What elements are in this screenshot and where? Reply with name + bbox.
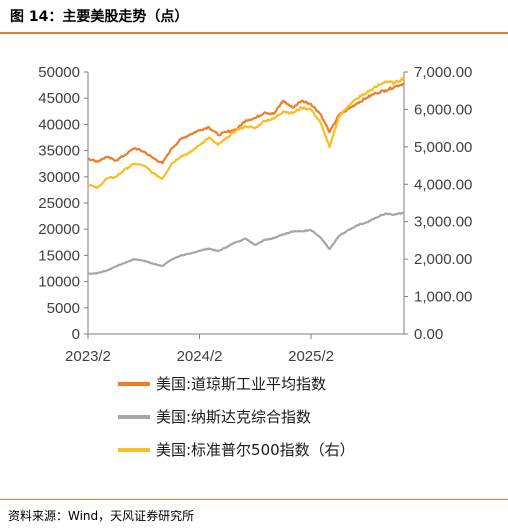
left-tick-label: 20000 bbox=[38, 221, 80, 238]
right-tick-label: 7,000.00 bbox=[414, 64, 472, 81]
left-tick-label: 30000 bbox=[38, 169, 80, 186]
left-tick-label: 50000 bbox=[38, 64, 80, 81]
bottom-rule bbox=[0, 499, 508, 500]
x-tick-label: 2023/2 bbox=[65, 348, 111, 365]
series-line-nasdaq bbox=[88, 211, 405, 275]
left-tick-label: 5000 bbox=[47, 300, 80, 317]
right-tick-label: 3,000.00 bbox=[414, 214, 472, 231]
right-tick-label: 6,000.00 bbox=[414, 101, 472, 118]
left-tick-label: 10000 bbox=[38, 274, 80, 291]
left-tick-label: 25000 bbox=[38, 195, 80, 212]
left-tick-label: 15000 bbox=[38, 247, 80, 264]
series-line-sp500 bbox=[87, 77, 405, 190]
top-rule bbox=[0, 32, 508, 34]
legend-label-dow: 美国:道琼斯工业平均指数 bbox=[156, 375, 326, 393]
right-tick-label: 1,000.00 bbox=[414, 289, 472, 306]
left-tick-label: 45000 bbox=[38, 90, 80, 107]
legend-label-nasdaq: 美国:纳斯达克综合指数 bbox=[156, 408, 311, 426]
right-tick-label: 5,000.00 bbox=[414, 139, 472, 156]
x-tick-label: 2024/2 bbox=[177, 348, 223, 365]
chart-title: 图 14：主要美股走势（点） bbox=[10, 9, 189, 25]
right-tick-label: 4,000.00 bbox=[414, 176, 472, 193]
source-note: 资料来源：Wind，天风证券研究所 bbox=[8, 509, 195, 523]
left-tick-label: 40000 bbox=[38, 116, 80, 133]
left-tick-label: 35000 bbox=[38, 143, 80, 160]
right-tick-label: 2,000.00 bbox=[414, 251, 472, 268]
left-tick-label: 0 bbox=[72, 326, 80, 343]
chart-area: 0 5000 10000 15000 20000 25000 30000 35000 40000… bbox=[38, 64, 472, 459]
legend-label-sp500: 美国:标准普尔500指数（右） bbox=[156, 441, 355, 459]
right-tick-label: 0.00 bbox=[414, 326, 443, 343]
series-line-dow bbox=[87, 82, 405, 165]
x-tick-label: 2025/2 bbox=[288, 348, 334, 365]
